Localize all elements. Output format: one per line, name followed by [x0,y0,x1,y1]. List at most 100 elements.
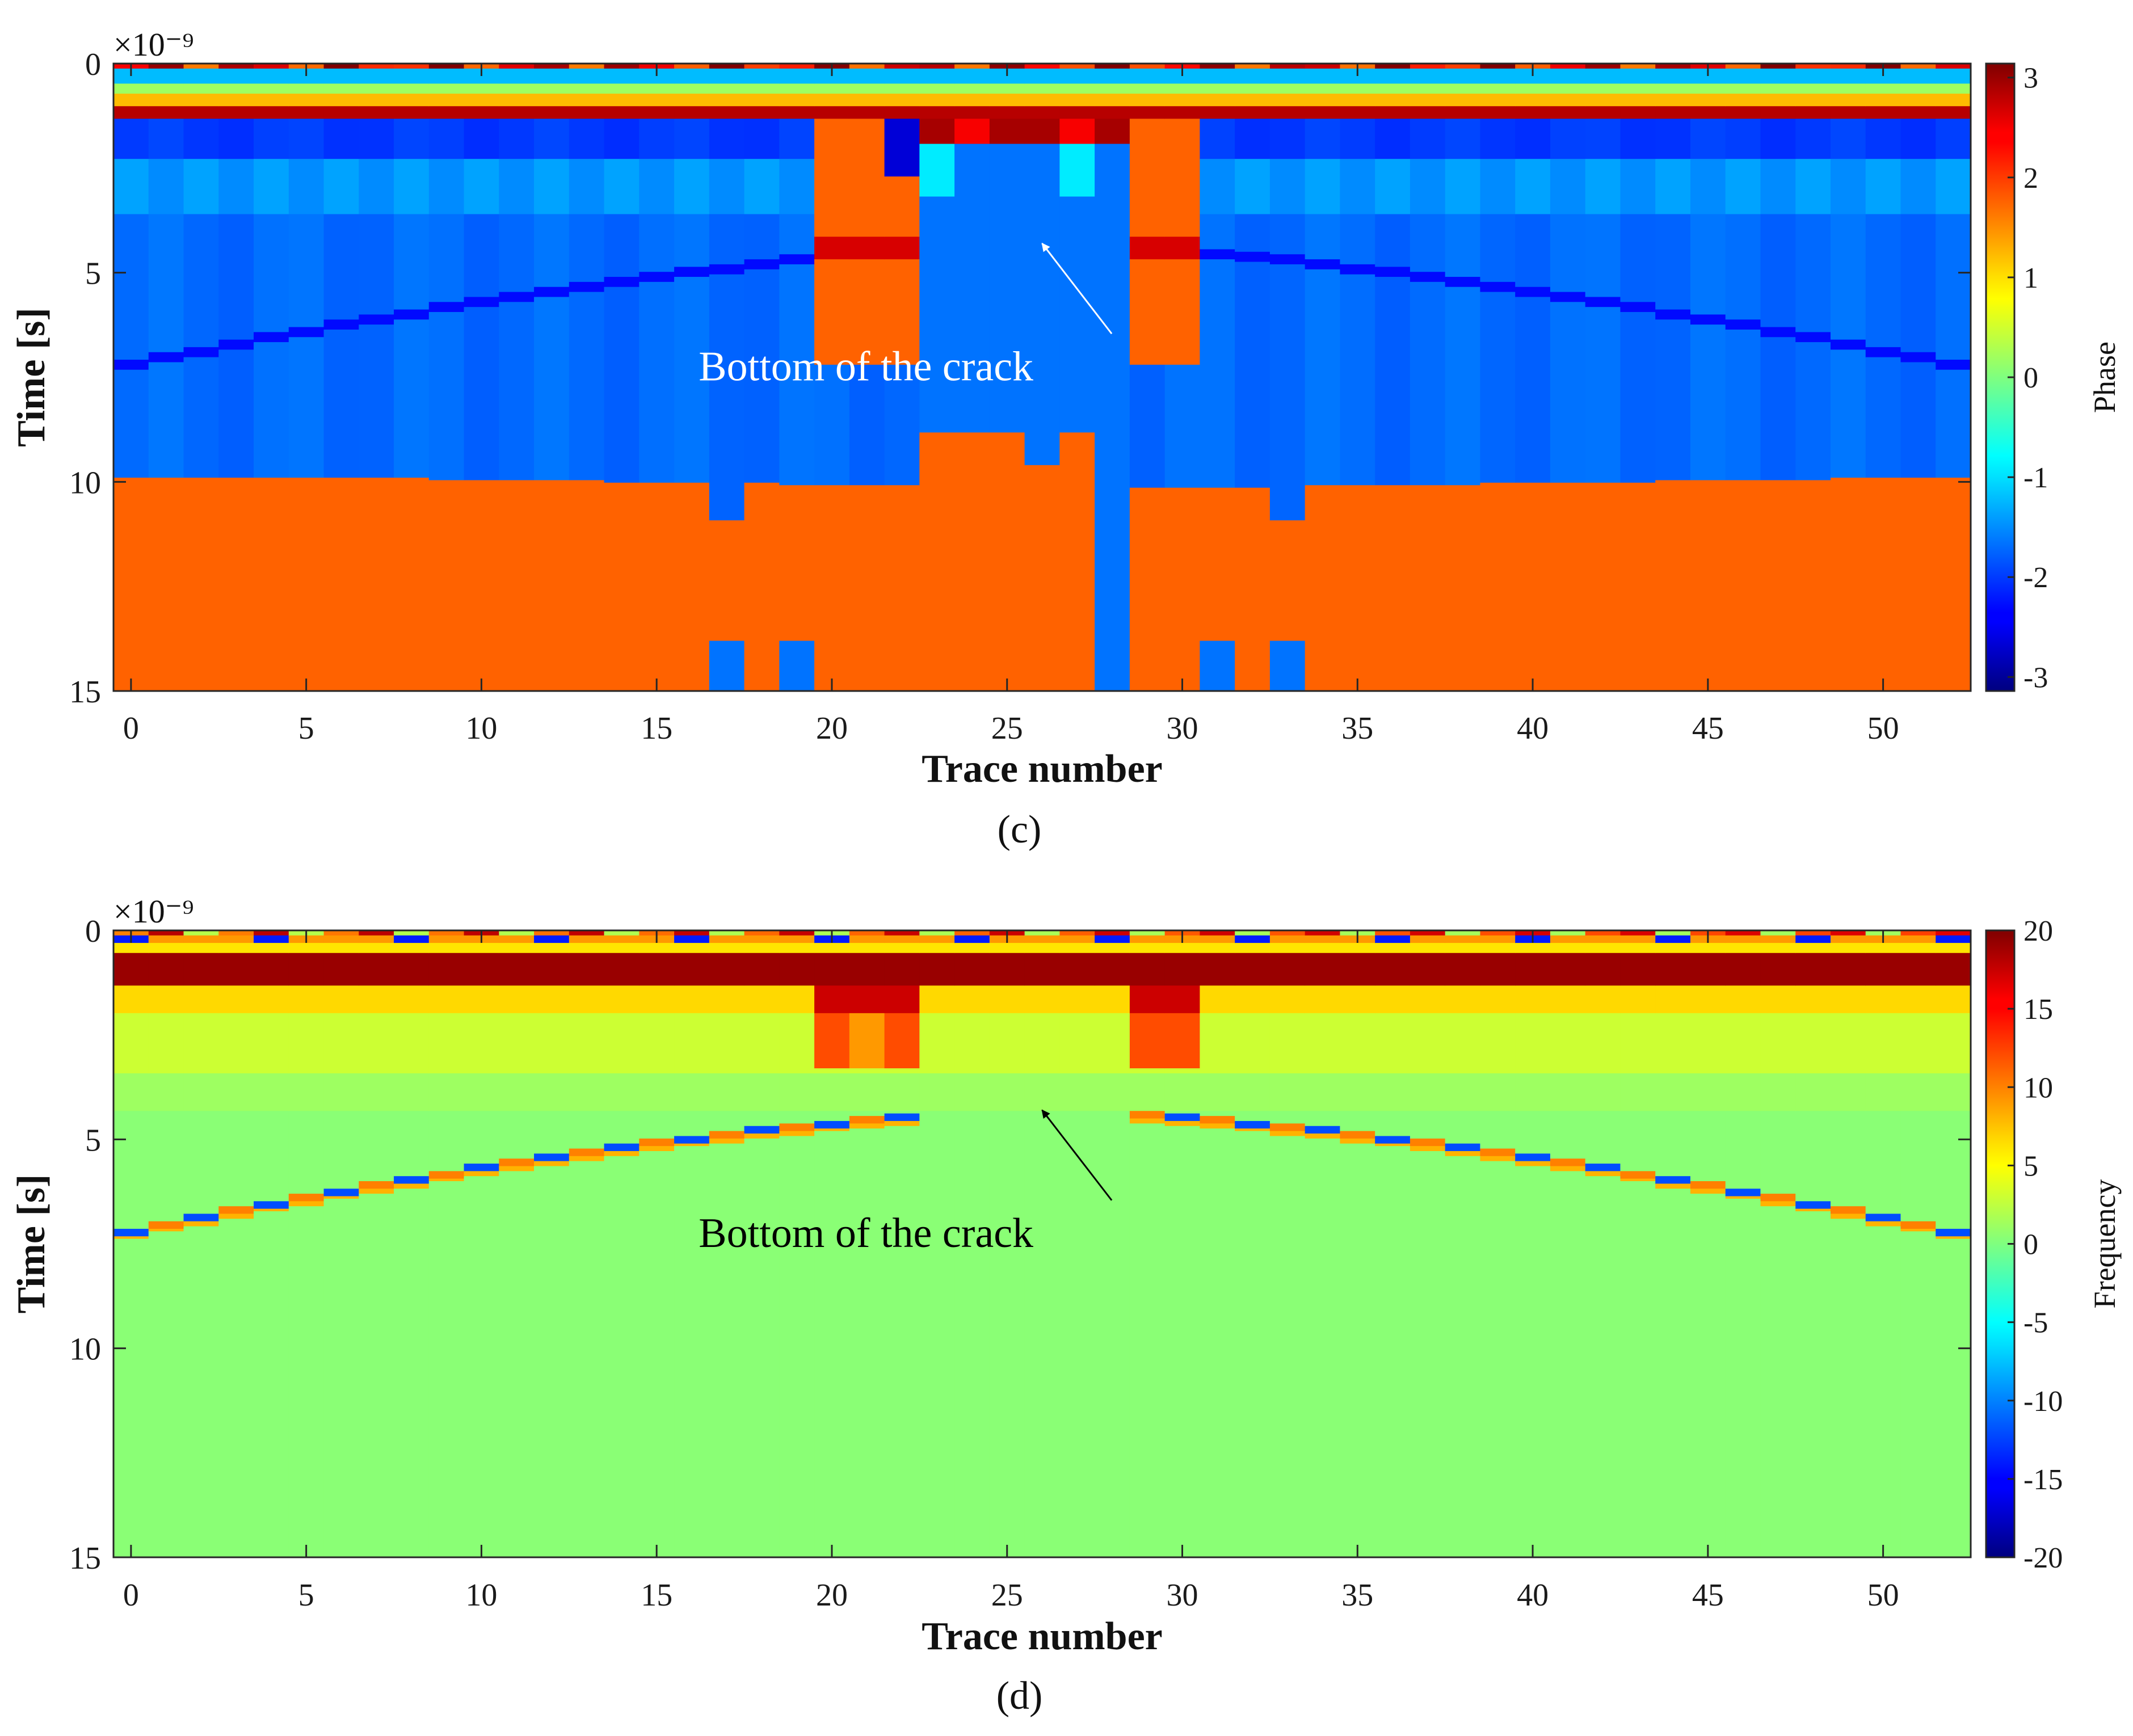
x-tick-label: 30 [1167,711,1198,746]
heatmap-cell [288,477,325,692]
heatmap-cell [1830,1013,1866,1074]
heatmap-cell [1585,64,1621,69]
heatmap-cell [1900,1111,1936,1222]
heatmap-cell [1865,1013,1901,1074]
x-tick-label: 30 [1167,1578,1198,1613]
heatmap-cell [1269,1073,1306,1111]
heatmap-cell [1690,953,1726,986]
heatmap-cell [1655,214,1691,310]
heatmap-cell [954,68,990,84]
heatmap-cell [1164,943,1200,954]
heatmap-cell [849,364,885,486]
heatmap-cell [1164,1068,1200,1074]
heatmap-cell [1620,953,1656,986]
heatmap-cell [499,68,535,84]
heatmap-cell [148,214,184,353]
heatmap-cell [779,254,815,265]
heatmap-cells [113,64,1971,692]
heatmap-cell [1235,985,1270,1014]
heatmap-cell [1936,119,1971,159]
heatmap-cell [183,1213,219,1222]
heatmap-cell [1129,364,1166,488]
heatmap-cell [884,83,920,94]
heatmap-cell [1690,1073,1726,1111]
heatmap-cell [183,214,219,348]
heatmap-cell [1655,953,1691,986]
heatmap-cell [1515,106,1551,119]
heatmap-cell [218,83,254,94]
heatmap-cell [499,214,535,293]
heatmap-cell [359,68,394,84]
heatmap-cell [1655,480,1691,692]
heatmap-cell [569,1148,605,1157]
heatmap-cell [1515,1161,1551,1167]
heatmap-cell [1129,943,1166,954]
heatmap-cell [254,83,289,94]
heatmap-cell [359,1073,394,1111]
heatmap-cell [884,1126,920,1558]
heatmap-cell [1305,943,1341,954]
heatmap-cell [499,159,535,215]
heatmap-cell [428,214,465,302]
heatmap-cell [428,930,465,936]
heatmap-cell [919,953,955,986]
heatmap-cell [1410,272,1446,283]
heatmap-cell [113,214,149,360]
heatmap-cell [1164,237,1200,260]
heatmap-cell [464,119,499,159]
heatmap-cell [709,119,745,159]
heatmap-cell [218,119,254,159]
heatmap-cell [254,159,289,215]
heatmap-cell [113,1111,149,1229]
heatmap-cell [1164,364,1200,488]
x-tick-label: 45 [1692,711,1724,746]
heatmap-cell [674,1073,710,1111]
heatmap-cell [534,286,570,298]
heatmap-cell [1865,159,1901,215]
heatmap-cell [428,480,465,692]
heatmap-cell [183,943,219,954]
heatmap-cell [394,1176,430,1185]
heatmap-cell [394,106,430,119]
heatmap-cell [1269,83,1306,94]
heatmap-cell [1725,1196,1761,1199]
heatmap-cell [604,64,640,69]
heatmap-cell [1445,485,1481,692]
heatmap-cell [1760,327,1796,338]
heatmap-cell [183,1111,219,1215]
heatmap-cell [464,1164,499,1172]
heatmap-cell [148,943,184,954]
heatmap-cell [394,68,430,84]
heatmap-cell [639,985,675,1014]
heatmap-cell [183,159,219,215]
heatmap-cell [1375,485,1411,692]
heatmap-cell [814,485,850,692]
heatmap-cell [1129,94,1166,107]
heatmap-cell [254,1013,289,1074]
heatmap-cell [744,1073,780,1111]
heatmap-cell [534,106,570,119]
heatmap-cell [1480,930,1516,936]
heatmap-cell [1480,68,1516,84]
heatmap-cell [954,1111,990,1558]
heatmap-cell [1725,68,1761,84]
heatmap-cell [1129,1111,1166,1119]
heatmap-cell [1760,930,1796,936]
heatmap-cell [1305,1111,1341,1127]
heatmap-cell [1059,144,1095,197]
heatmap-cell [989,953,1025,986]
heatmap-cell [1480,281,1516,293]
heatmap-cell [1059,68,1095,84]
heatmap-cell [919,432,955,692]
heatmap-cell [744,269,780,483]
heatmap-cell [1655,935,1691,943]
heatmap-cell [1620,930,1656,936]
heatmap-cell [1550,985,1586,1014]
x-tick-label: 15 [641,711,672,746]
heatmap-cell [604,159,640,215]
heatmap-cell [1410,281,1446,486]
heatmap-cell [1095,930,1130,936]
heatmap-cell [1269,985,1306,1014]
heatmap-cell [1585,985,1621,1014]
heatmap-cell [1760,337,1796,481]
